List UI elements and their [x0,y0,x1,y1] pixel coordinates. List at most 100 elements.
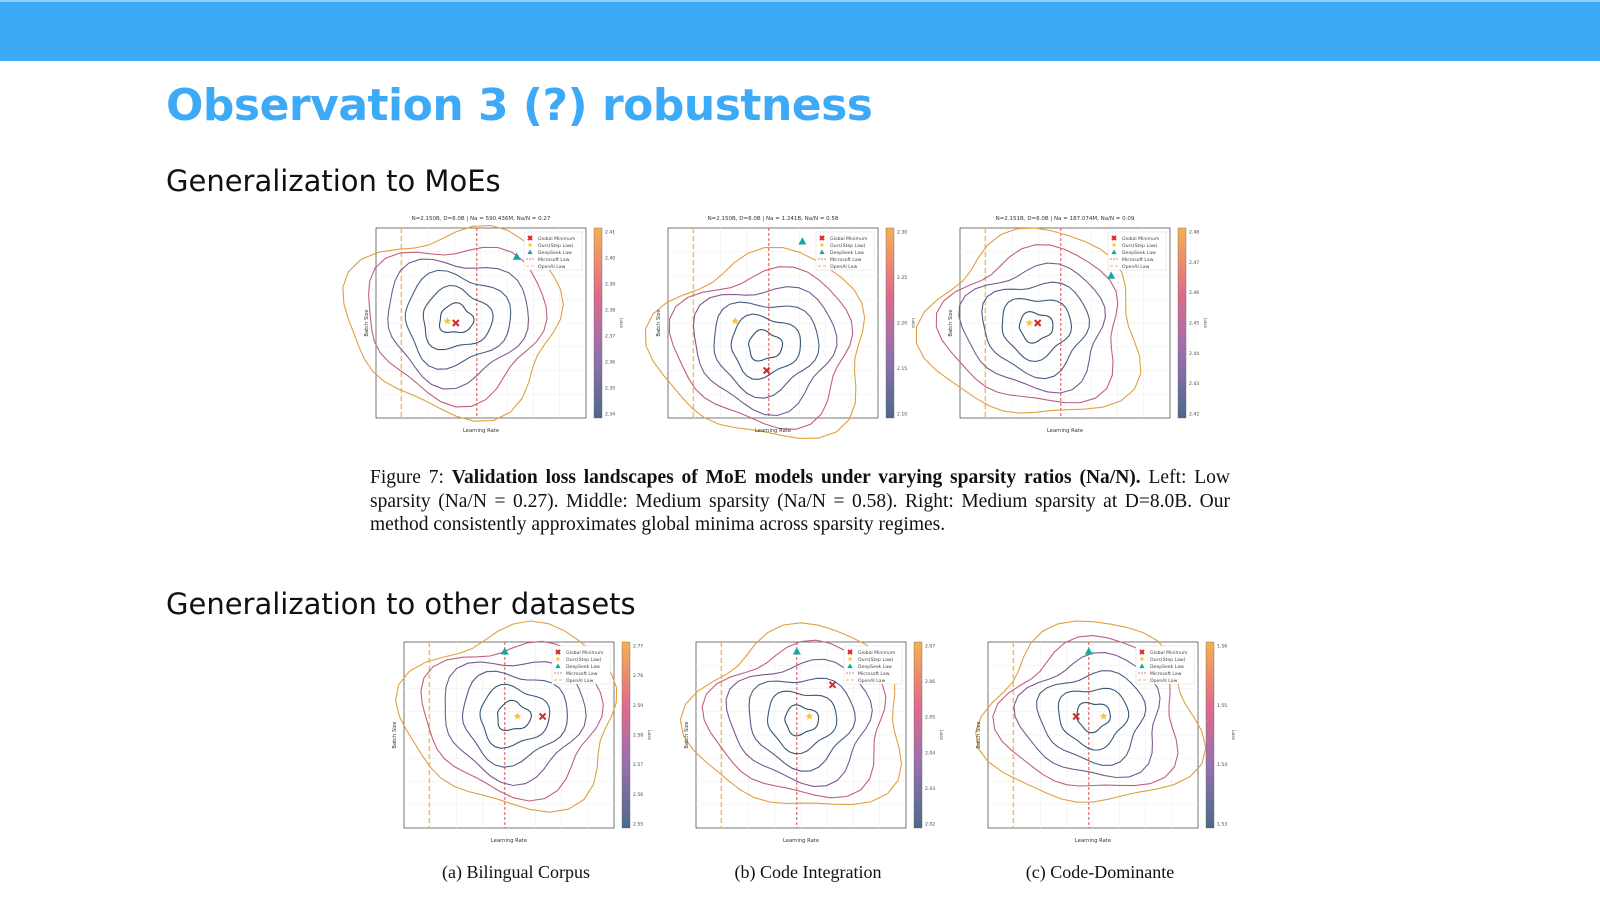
legend-label: OpenAI Law [1122,264,1150,270]
legend-deepseek-symbol [1111,249,1117,255]
legend-label: Global Minimum [538,236,576,242]
loss-contour [958,262,1106,394]
global-minimum-marker [828,681,837,689]
loss-contour [713,301,820,399]
colorbar-tick-label: 2.34 [605,412,615,418]
colorbar [621,641,631,829]
legend-global-minimum-symbol [847,649,853,655]
deepseek-law-marker [1107,271,1116,279]
loss-contour [461,670,568,768]
colorbar [593,227,603,419]
legend-label: DeepSeek Law [538,250,572,256]
legend-box [551,645,611,685]
legend-ours-symbol [1111,242,1117,248]
ours-step-law-marker [805,712,814,720]
deepseek-law-marker [500,647,509,655]
legend-label: Global Minimum [830,236,868,242]
colorbar-tick-label: 2.37 [605,334,615,340]
loss-contour [679,622,903,806]
y-axis-label: Batch Size [684,721,690,748]
loss-contour [422,284,494,351]
loss-contour [668,266,854,430]
colorbar-tick-label: 2.20 [897,321,907,327]
colorbar [1177,227,1187,419]
plot-title: N=2.150B, D=8.0B | Na = 1.241B, Na/N = 0… [708,216,839,222]
legend-ours-symbol [819,242,825,248]
colorbar-tick-label: 2.25 [897,275,907,281]
colorbar-tick-label: 2.30 [897,230,907,236]
colorbar-tick-label: 2.48 [1189,230,1199,236]
legend-label: OpenAI Law [858,678,886,684]
legend-box [843,645,903,685]
legend-label: Ours(Step Law) [538,243,574,249]
global-minimum-marker [1072,712,1080,721]
legend-label: Global Minimum [566,650,604,656]
colorbar-tick-label: 2.58 [633,733,643,739]
legend-label: DeepSeek Law [830,250,864,256]
legend-label: Microsoft Law [830,257,862,263]
colorbar-tick-label: 2.56 [633,792,643,798]
colorbar-tick-label: 2.40 [605,256,615,262]
ours-step-law-marker [1025,319,1034,327]
x-axis-label: Learning Rate [1047,428,1083,434]
legend-label: Microsoft Law [1122,257,1154,263]
loss-contour [404,269,512,370]
loss-contour [915,227,1142,414]
x-axis-label: Learning Rate [1075,838,1111,844]
ours-step-law-marker [513,712,522,720]
legend-label: OpenAI Law [538,264,566,270]
colorbar-tick-label: 1.56 [1217,644,1227,650]
ours-step-law-marker [443,317,452,325]
colorbar-tick-label: 2.07 [925,644,935,650]
legend-deepseek-symbol [1139,663,1145,669]
loss-contour [784,704,820,737]
colorbar-tick-label: 1.54 [1217,762,1227,768]
legend-box [1135,645,1195,685]
legend-label: Microsoft Law [858,671,890,677]
y-axis-label: Batch Size [392,721,398,748]
legend-ours-symbol [555,656,561,662]
legend-global-minimum-symbol [1139,649,1145,655]
dataset-plot-bilingual: Global Minimum Ours(Step Law) DeepSeek Law… [386,620,652,852]
colorbar-tick-label: 2.46 [1189,290,1199,296]
dataset-plot-code-dominante: Global Minimum Ours(Step Law) DeepSeek Law… [970,620,1236,852]
legend-label: Microsoft Law [1150,671,1182,677]
dataset-plot-code-integration: Global Minimum Ours(Step Law) DeepSeek Law… [678,622,944,852]
colorbar [1205,641,1215,829]
x-axis-label: Learning Rate [783,838,819,844]
figure-7-label: Figure 7: [370,467,444,488]
legend-label: OpenAI Law [566,678,594,684]
legend-label: OpenAI Law [830,264,858,270]
legend-label: DeepSeek Law [1150,664,1184,670]
colorbar-tick-label: 2.05 [925,715,935,721]
loss-contour [730,313,802,380]
loss-contour [342,224,564,422]
legend-label: Ours(Step Law) [858,657,894,663]
colorbar-label: Loss [1230,730,1236,741]
subcaption-bilingual: (a) Bilingual Corpus [442,862,590,882]
legend-ours-symbol [1139,656,1145,662]
legend-box [1107,231,1167,271]
y-axis-label: Batch Size [976,721,982,748]
ours-step-law-marker [731,317,739,325]
legend-label: Ours(Step Law) [1122,243,1158,249]
legend-global-minimum-symbol [1111,235,1117,241]
legend-label: Ours(Step Law) [830,243,866,249]
legend-label: DeepSeek Law [1122,250,1156,256]
moe-plot-medium-sparsity: N=2.150B, D=8.0B | Na = 1.241B, Na/N = 0… [644,214,919,439]
colorbar-label: Loss [646,730,652,741]
colorbar-tick-label: 2.42 [1189,412,1199,418]
section-heading-moe: Generalization to MoEs [166,164,501,198]
colorbar-label: Loss [910,318,916,329]
colorbar-tick-label: 2.36 [605,360,615,366]
x-axis-label: Learning Rate [755,428,791,434]
subcaption-code-integration: (b) Code Integration [734,862,882,882]
figure-7-caption: Figure 7: Validation loss landscapes of … [370,466,1230,537]
loss-contour [1013,652,1161,779]
legend-deepseek-symbol [555,663,561,669]
loss-contour [935,244,1119,404]
colorbar-tick-label: 2.39 [605,282,615,288]
y-axis-label: Batch Size [656,309,662,336]
colorbar-tick-label: 2.44 [1189,351,1199,357]
